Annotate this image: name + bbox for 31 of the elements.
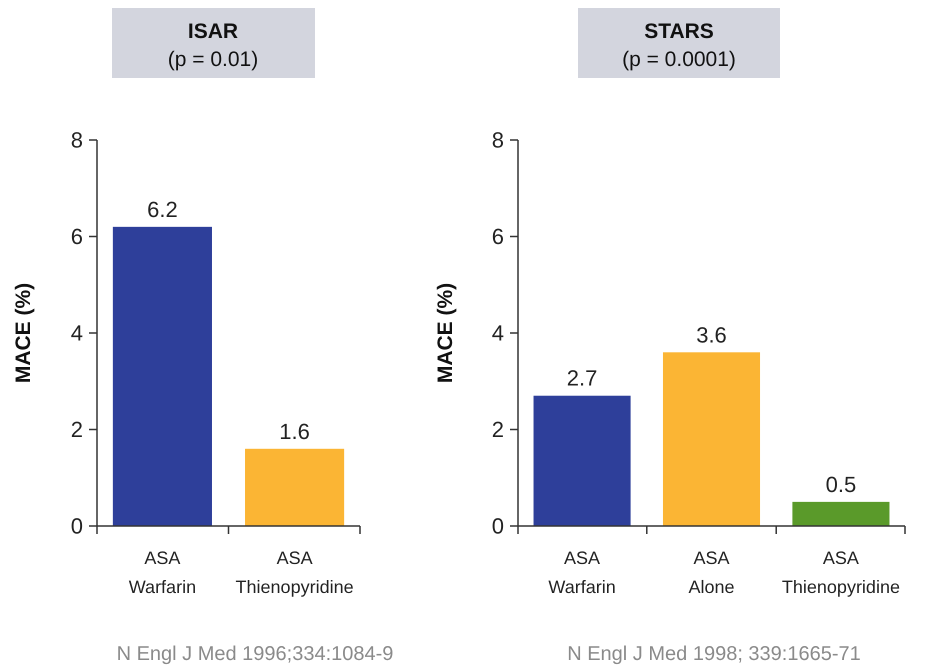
text: N Engl J Med 1996;334:1084-9 xyxy=(116,643,394,665)
x-tick-label: ASA Warfarin xyxy=(548,548,616,597)
x-tick-label: ASA Warfarin xyxy=(128,548,196,597)
data-label: 2.7 xyxy=(566,366,598,391)
data-label: 0.5 xyxy=(826,472,856,497)
x-tick-label: ASA Thienopyridine xyxy=(236,548,354,597)
y-tick-label: 8 xyxy=(492,128,504,153)
data-label: 6.2 xyxy=(147,196,178,222)
y-tick-label: 4 xyxy=(70,320,83,346)
bar xyxy=(662,352,760,526)
x-tick-label: ASA Alone xyxy=(688,548,735,597)
y-tick-label: 0 xyxy=(492,514,504,539)
x-tick-label: ASA Thienopyridine xyxy=(782,548,900,597)
y-axis-title: MACE (%) xyxy=(434,282,457,384)
y-tick-label: 6 xyxy=(492,224,504,250)
data-label: 3.6 xyxy=(696,322,727,348)
y-tick-label: 0 xyxy=(70,514,83,539)
bar xyxy=(792,502,890,526)
chart-title: ISAR xyxy=(188,20,238,43)
chart-subtitle: (p = 0.01) xyxy=(168,48,258,71)
text: N Engl J Med 1998; 339:1665-71 xyxy=(567,643,861,665)
y-tick-label: 2 xyxy=(492,417,504,442)
y-tick-label: 8 xyxy=(70,128,83,153)
chart-title: STARS xyxy=(644,20,714,43)
y-axis-title: MACE (%) xyxy=(12,282,35,384)
y-tick-label: 6 xyxy=(70,224,83,250)
y-tick-label: 4 xyxy=(492,320,504,346)
chart-subtitle: (p = 0.0001) xyxy=(622,48,736,71)
data-label: 1.6 xyxy=(279,418,310,444)
y-tick-label: 2 xyxy=(70,417,83,442)
bar xyxy=(534,396,631,526)
